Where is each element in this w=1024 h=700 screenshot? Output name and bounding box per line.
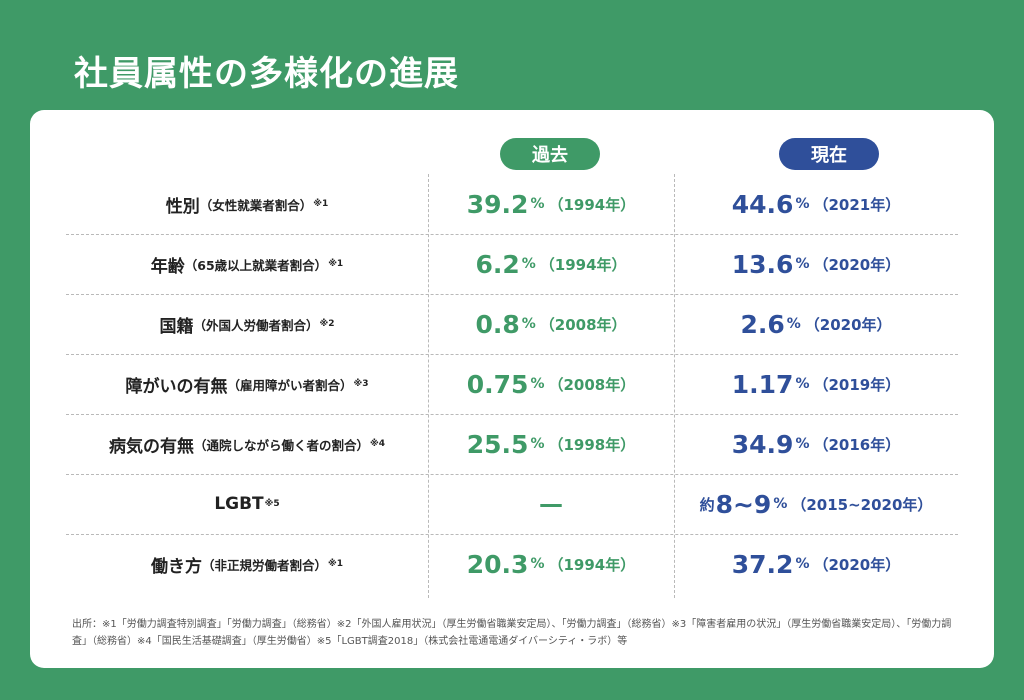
row-label: 障がいの有無 （雇用障がい者割合） ※3 xyxy=(125,376,369,397)
column-divider-right xyxy=(674,174,675,598)
row-label: LGBT ※5 xyxy=(214,494,280,514)
now-value: 34.9% （2016年） xyxy=(731,429,901,459)
row-divider xyxy=(66,474,958,475)
now-value: 37.2% （2020年） xyxy=(731,549,901,579)
comparison-card: 過去 現在 性別 （女性就業者割合） ※1 39.2% （1994年） 44.6% （2… xyxy=(30,110,994,668)
now-value: 13.6% （2020年） xyxy=(731,249,901,279)
source-note: 出所：※1「労働力調査特別調査」「労働力調査」（総務省）※2「外国人雇用状況」（… xyxy=(72,619,952,647)
row-divider xyxy=(66,354,958,355)
table-row: 障がいの有無 （雇用障がい者割合） ※3 0.75% （2008年） 1.17% （20… xyxy=(30,354,994,414)
table-row: 性別 （女性就業者割合） ※1 39.2% （1994年） 44.6% （2021年） xyxy=(30,174,994,234)
now-value: 1.17% （2019年） xyxy=(731,369,901,399)
row-label: 年齢 （65歳以上就業者割合） ※1 xyxy=(150,256,344,277)
row-label: 国籍 （外国人労働者割合） ※2 xyxy=(159,316,335,337)
past-value: 25.5% （1998年） xyxy=(466,429,636,459)
row-label: 働き方 （非正規労働者割合） ※1 xyxy=(150,556,344,577)
now-value: 2.6% （2020年） xyxy=(740,309,892,339)
table-row: 病気の有無 （通院しながら働く者の割合） ※4 25.5% （1998年） 34.9%… xyxy=(30,414,994,474)
past-value: 39.2% （1994年） xyxy=(466,189,636,219)
now-value: 44.6% （2021年） xyxy=(731,189,901,219)
past-value: — xyxy=(539,490,563,518)
table-row: 年齢 （65歳以上就業者割合） ※1 6.2% （1994年） 13.6% （2020年… xyxy=(30,234,994,294)
table-row: 国籍 （外国人労働者割合） ※2 0.8% （2008年） 2.6% （2020年） xyxy=(30,294,994,354)
page-title: 社員属性の多様化の進展 xyxy=(74,54,459,94)
past-value: 0.75% （2008年） xyxy=(466,369,636,399)
now-column-header: 現在 xyxy=(779,138,879,170)
row-divider xyxy=(66,294,958,295)
past-column-header: 過去 xyxy=(500,138,600,170)
table-row: 働き方 （非正規労働者割合） ※1 20.3% （1994年） 37.2% （2020年… xyxy=(30,534,994,594)
past-value: 0.8% （2008年） xyxy=(475,309,627,339)
table-row: LGBT ※5 — 約 8~9% （2015~2020年） xyxy=(30,474,994,534)
row-divider xyxy=(66,234,958,235)
row-divider xyxy=(66,534,958,535)
row-divider xyxy=(66,414,958,415)
column-divider-left xyxy=(428,174,429,598)
row-label: 病気の有無 （通院しながら働く者の割合） ※4 xyxy=(108,436,386,457)
past-value: 20.3% （1994年） xyxy=(466,549,636,579)
row-label: 性別 （女性就業者割合） ※1 xyxy=(165,196,329,217)
now-value: 約 8~9% （2015~2020年） xyxy=(699,489,933,519)
past-value: 6.2% （1994年） xyxy=(475,249,627,279)
